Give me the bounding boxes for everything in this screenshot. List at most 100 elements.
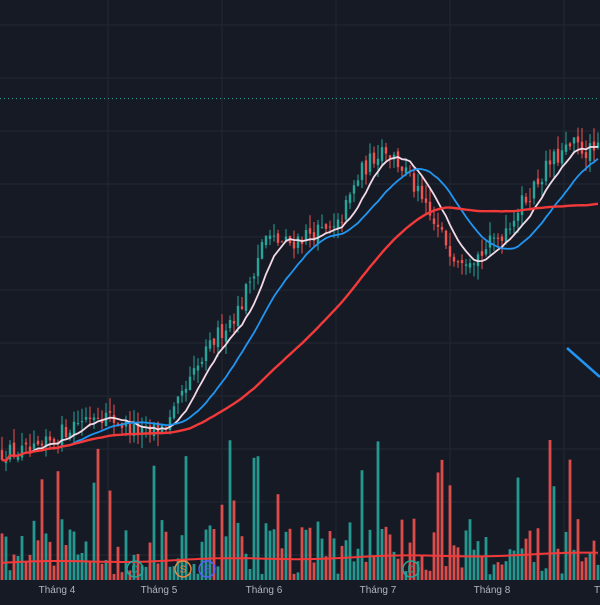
volume-bar (488, 574, 492, 580)
volume-bar (0, 533, 4, 580)
volume-bar (364, 561, 368, 580)
candle-body (192, 368, 196, 375)
event-marker[interactable]: E (198, 560, 216, 578)
volume-bar (256, 456, 260, 580)
event-marker[interactable]: D (402, 560, 420, 578)
candle-body (96, 417, 100, 419)
volume-bar (420, 554, 424, 580)
candle-body (320, 227, 324, 229)
candle-body (436, 224, 440, 227)
volume-bar (32, 520, 36, 580)
volume-bar (348, 522, 352, 580)
candle-body (276, 233, 280, 243)
candle-body (312, 232, 316, 241)
candle-body (596, 142, 600, 148)
candle-body (176, 396, 180, 404)
volume-bar (20, 536, 24, 580)
candle-body (508, 228, 512, 230)
candle-body (168, 417, 172, 430)
volume-bar (264, 523, 268, 580)
candle-body (464, 264, 468, 266)
volume-bar (372, 555, 376, 580)
volume-bar (564, 531, 568, 580)
candle-body (404, 167, 408, 174)
volume-bar (228, 440, 232, 580)
candle-body (344, 200, 348, 220)
candle-body (60, 424, 64, 446)
candle-body (212, 338, 216, 345)
volume-bar (196, 573, 200, 580)
volume-bar (100, 563, 104, 580)
moving-average-line (1, 145, 599, 462)
volume-bar (72, 531, 76, 580)
candle-body (512, 220, 516, 227)
candle-body (576, 136, 580, 143)
candle-body (172, 406, 176, 419)
candle-body (188, 376, 192, 391)
candle-body (348, 194, 352, 204)
moving-average-line (1, 202, 599, 462)
candle-body (384, 147, 388, 154)
volume-bar (416, 561, 420, 580)
candle-body (232, 320, 236, 324)
x-tick-label: Tháng 4 (39, 585, 76, 596)
candle-body (128, 423, 132, 434)
volume-bar (124, 530, 128, 580)
candle-body (228, 319, 232, 329)
volume-bar (136, 553, 140, 580)
candle-body (340, 222, 344, 224)
volume-bar (572, 549, 576, 580)
candle-body (560, 150, 564, 164)
candle-body (16, 455, 20, 460)
candle-body (372, 152, 376, 164)
volume-bar (272, 529, 276, 580)
trendline[interactable] (566, 347, 600, 378)
volume-bar (324, 556, 328, 580)
volume-bar (268, 530, 272, 580)
volume-bar (16, 555, 20, 580)
volume-bar (596, 564, 600, 580)
volume-bar (548, 440, 552, 580)
volume-bar (516, 477, 520, 580)
candle-body (204, 346, 208, 362)
volume-bar (56, 471, 60, 580)
volume-bar (584, 557, 588, 580)
candle-body (332, 226, 336, 228)
candle-body (36, 440, 40, 445)
event-marker-label: D (407, 565, 414, 576)
event-marker[interactable]: S (174, 560, 192, 578)
volume-bar (592, 540, 596, 580)
candle-body (540, 182, 544, 185)
candle-body (316, 224, 320, 244)
volume-bar (44, 533, 48, 580)
moving-average-line (1, 158, 599, 462)
event-marker-label: D (131, 565, 138, 576)
candle-body (416, 185, 420, 192)
candle-body (284, 236, 288, 242)
volume-bar (92, 482, 96, 580)
volume-bar (116, 546, 120, 580)
volume-bar (160, 520, 164, 580)
candle-body (396, 151, 400, 168)
volume-bar (428, 570, 432, 580)
candle-body (48, 436, 52, 441)
volume-bar (104, 560, 108, 580)
candle-body (444, 230, 448, 246)
volume-bar (12, 554, 16, 580)
volume-bar (436, 472, 440, 580)
volume-bar (260, 573, 264, 580)
event-marker-circle (126, 560, 144, 578)
event-marker[interactable]: D (126, 560, 144, 578)
volume-bar (188, 572, 192, 580)
volume-bar (504, 561, 508, 580)
volume-bar (316, 521, 320, 580)
x-tick-label: Th (594, 585, 600, 596)
volume-bar (132, 554, 136, 580)
volume-bar (284, 531, 288, 580)
candle-body (564, 144, 568, 152)
volume-bar (60, 519, 64, 580)
candle-body (368, 153, 372, 172)
